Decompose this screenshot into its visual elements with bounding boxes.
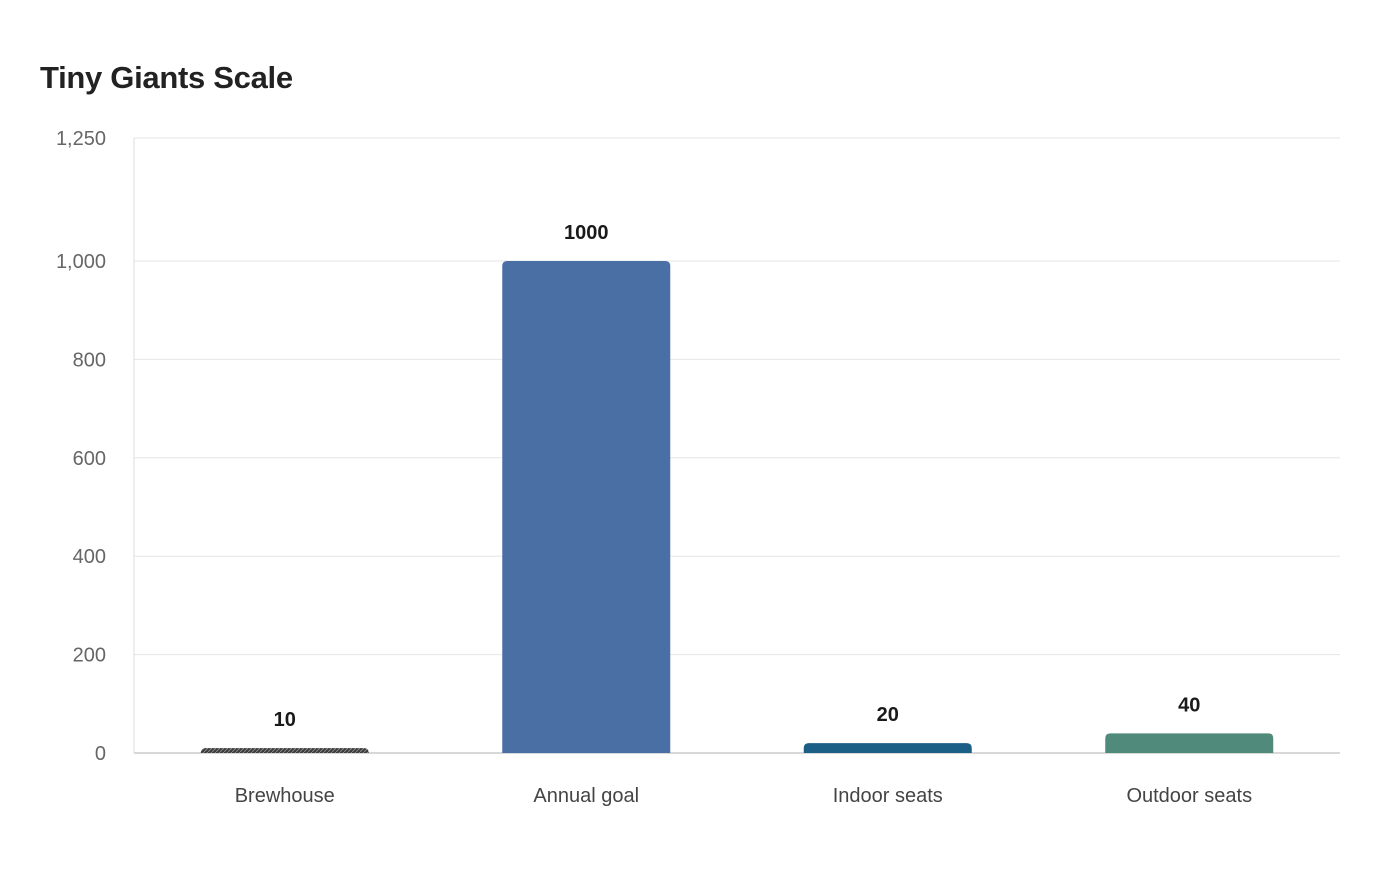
axes: 0 200 400 600 800 1,000 1,250 [56,128,1340,765]
labels: 10 Brewhouse 1000 Annual goal 20 Indoor seats… [235,222,1252,807]
bar-outdoor-seats [1105,733,1274,753]
grid-lines [134,137,1340,656]
bar-annual-goal [502,261,671,753]
value-label: 1000 [564,222,609,244]
bar-brewhouse [200,748,369,753]
value-label: 20 [877,704,899,726]
bars [200,261,1274,753]
y-tick-label: 200 [73,645,106,667]
x-tick-label: Brewhouse [235,785,335,807]
x-tick-label: Annual goal [533,785,639,807]
x-tick-label: Outdoor seats [1126,785,1252,807]
x-tick-label: Indoor seats [833,785,943,807]
y-tick-label: 600 [73,448,106,470]
y-tick-label: 1,000 [56,251,106,273]
y-tick-label: 400 [73,546,106,568]
bar-indoor-seats [803,743,972,753]
y-tick-label: 0 [95,743,106,765]
value-label: 10 [274,709,296,731]
value-label: 40 [1178,694,1200,716]
chart-title: Tiny Giants Scale [40,60,293,95]
y-tick-label: 1,250 [56,128,106,150]
y-tick-label: 800 [73,349,106,371]
